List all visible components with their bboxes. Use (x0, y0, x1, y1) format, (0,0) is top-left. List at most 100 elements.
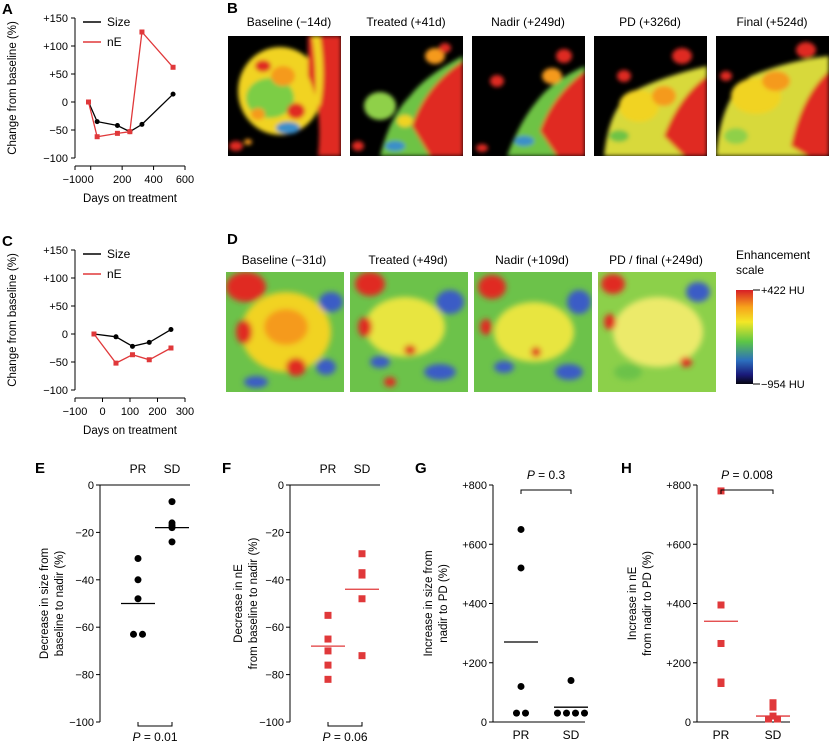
data-point-pr (134, 576, 142, 584)
image-title-B-3: Nadir (+249d) (491, 15, 565, 29)
ct-image-B-nadir (472, 36, 585, 156)
y-tick-label-E: −20 (75, 527, 94, 539)
data-point-sd (765, 715, 772, 723)
y-tick-label-F: −40 (265, 575, 284, 587)
y-tick-label-E: −100 (69, 717, 94, 729)
panel-letter-C: C (2, 233, 13, 250)
panel-letter-E: E (35, 460, 45, 477)
y-tick-label-A: −100 (43, 153, 68, 165)
data-point-sd (358, 550, 366, 558)
x-axis-title-C: Days on treatment (83, 425, 178, 437)
y-tick-label-H: 0 (685, 717, 691, 729)
category-label-pr: PR (513, 728, 530, 742)
y-tick-label-F: −80 (265, 670, 284, 682)
pvalue-text: = 0.06 (330, 730, 367, 744)
pvalue-label-G: P = 0.3 (527, 468, 566, 482)
y-tick-label-G: +200 (462, 658, 487, 670)
data-point-sd (581, 709, 588, 717)
y-tick-label-C: +100 (43, 273, 68, 285)
data-point-pr (522, 709, 529, 717)
image-title-B-2: Treated (+41d) (366, 15, 445, 29)
data-point-ne (146, 357, 152, 363)
data-point-ne (94, 134, 100, 140)
y-axis-title-F: from baseline to nadir (%) (248, 537, 260, 669)
ct-image-D-baseline (226, 272, 344, 392)
legend-label-size: Size (107, 15, 131, 29)
pvalue-bracket-F (327, 722, 363, 727)
scale-title-line1: Enhancement (736, 248, 811, 262)
y-axis-title-E: baseline to nadir (%) (54, 551, 66, 657)
x-tick-label-A: 0 (88, 174, 94, 186)
y-tick-label-A: 0 (62, 97, 68, 109)
y-tick-label-F: −20 (265, 527, 284, 539)
ct-image-B-treated (350, 36, 463, 156)
data-point-sd (358, 652, 366, 660)
data-point-ne (86, 99, 92, 105)
data-point-pr (517, 682, 525, 690)
panel-D-images: Baseline (−31d) Treated (+49d) Nadir (+1… (226, 253, 716, 392)
scale-max-label: +422 HU (761, 285, 805, 297)
y-axis-title-H: Increase in nE (627, 566, 639, 640)
chart-G: G 0 +200 +400 +600 +800 Increase in size from n… (415, 460, 588, 742)
y-axis-title-G: nadir to PD (%) (438, 564, 450, 643)
chart-C: C −100 −50 0 +50 +100 +150 −100 0 100 200 300 Days o… (2, 233, 194, 437)
panel-letter-H: H (621, 460, 632, 477)
y-tick-label-F: 0 (278, 480, 284, 492)
y-tick-label-A: +50 (49, 69, 68, 81)
y-tick-label-F: −100 (259, 717, 284, 729)
data-point-pr (513, 709, 520, 717)
panel-letter-D: D (227, 231, 238, 248)
data-point-sd (774, 715, 781, 723)
image-title-B-1: Baseline (−14d) (247, 15, 331, 29)
ct-image-B-baseline (228, 36, 341, 156)
data-point-sd (769, 703, 777, 711)
y-tick-label-G: +400 (462, 599, 487, 611)
category-label-sd: SD (765, 728, 782, 742)
y-tick-label-H: +200 (666, 658, 691, 670)
category-label-pr: PR (130, 462, 147, 476)
y-tick-label-A: −50 (49, 125, 68, 137)
category-label-sd: SD (354, 462, 371, 476)
y-tick-label-H: +600 (666, 539, 691, 551)
y-tick-label-C: 0 (62, 329, 68, 341)
data-point-sd (554, 709, 561, 717)
image-title-B-4: PD (+326d) (619, 15, 681, 29)
y-tick-label-C: −100 (43, 385, 68, 397)
data-point-pr (134, 554, 142, 562)
data-point-pr (324, 675, 332, 683)
y-tick-label-C: +150 (43, 245, 68, 257)
scale-colorbar (736, 290, 753, 384)
data-point-size (170, 91, 176, 97)
data-point-pr (139, 630, 146, 638)
pvalue-label-H: P = 0.008 (721, 468, 773, 482)
y-tick-label-G: 0 (481, 717, 487, 729)
pvalue-text: = 0.008 (729, 468, 773, 482)
legend-label-ne: nE (107, 267, 122, 281)
data-point-size (168, 327, 174, 333)
y-tick-label-A: +150 (43, 13, 68, 25)
x-tick-label-A: 200 (113, 174, 131, 186)
y-tick-label-E: −40 (75, 575, 94, 587)
ct-image-B-final (716, 36, 829, 156)
pvalue-symbol: P (721, 468, 729, 482)
ct-image-B-pd (594, 36, 707, 156)
image-title-D-3: Nadir (+109d) (495, 253, 569, 267)
enhancement-scale: Enhancement scale +422 HU −954 HU (736, 248, 811, 391)
data-point-pr (130, 630, 137, 638)
series-line-size (87, 93, 174, 133)
data-point-size (114, 123, 120, 129)
scale-title-line2: scale (736, 263, 764, 277)
y-axis-title-A: Change from baseline (%) (7, 21, 19, 155)
ct-image-D-nadir (474, 272, 592, 392)
data-point-sd (168, 498, 176, 506)
y-tick-label-G: +600 (462, 539, 487, 551)
series-line-size (93, 328, 172, 348)
data-point-ne (127, 129, 133, 135)
y-tick-label-G: +800 (462, 480, 487, 492)
data-point-size (146, 339, 152, 345)
series-line-ne (87, 30, 174, 138)
y-tick-label-H: +400 (666, 599, 691, 611)
y-tick-label-E: −80 (75, 670, 94, 682)
panel-letter-B: B (227, 0, 238, 17)
